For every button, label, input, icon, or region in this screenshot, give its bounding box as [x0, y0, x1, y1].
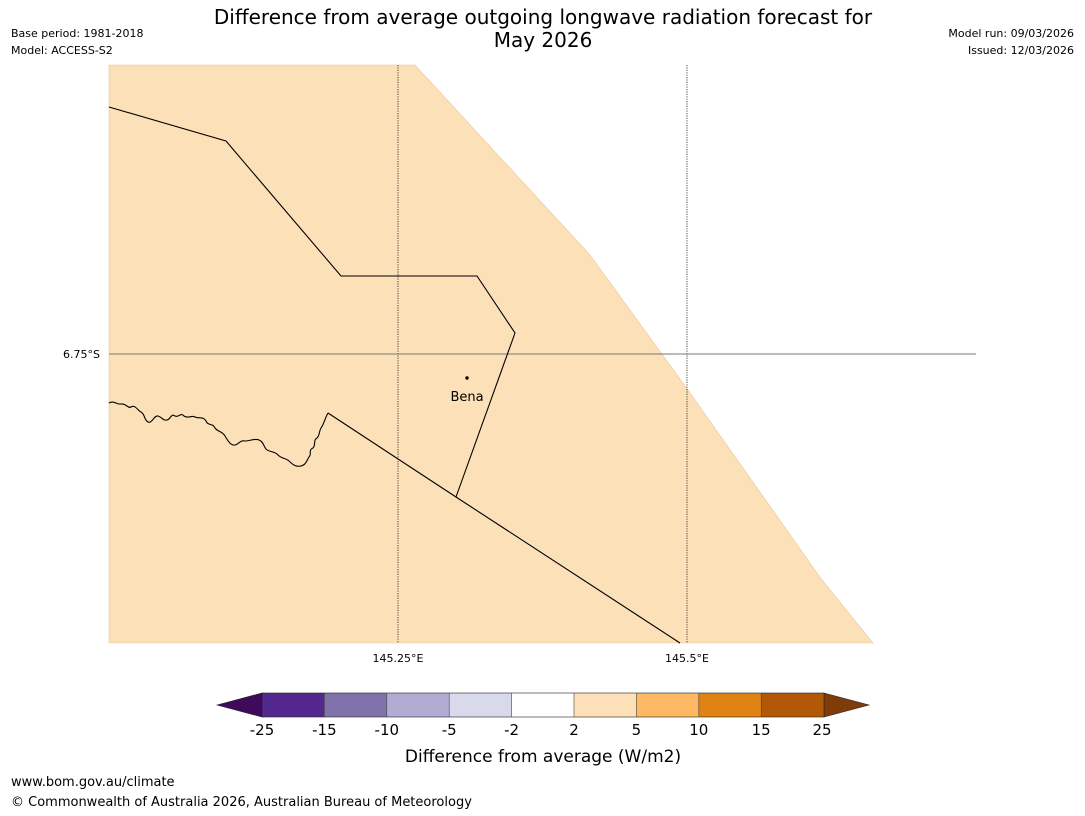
footer-url: www.bom.gov.au/climate: [11, 775, 175, 790]
title-line-1: Difference from average outgoing longwav…: [213, 5, 873, 29]
footer-copyright: © Commonwealth of Australia 2026, Austra…: [11, 795, 472, 810]
colorbar-bin-8: [698, 693, 762, 717]
model-run: Model run: 09/03/2026: [948, 27, 1074, 40]
colorbar-tick-label: 25: [812, 721, 831, 739]
town-marker: [465, 376, 469, 380]
meta-right: Model run: 09/03/2026 Issued: 12/03/2026: [948, 25, 1074, 59]
colorbar-tick-label: 15: [752, 721, 771, 739]
model-name: Model: ACCESS-S2: [11, 44, 113, 57]
colorbar-tick-label: -5: [442, 721, 457, 739]
colorbar-low-extension: [215, 692, 263, 718]
colorbar-bin-1: [262, 693, 325, 717]
colorbar-tick-label: -15: [312, 721, 337, 739]
colorbar-outline: [261, 692, 825, 718]
colorbar-tick-label: -10: [375, 721, 400, 739]
river-line: [108, 401, 329, 467]
colorbar-tick-label: 5: [632, 721, 642, 739]
colorbar-title: Difference from average (W/m2): [405, 747, 681, 767]
colorbar-bin-4: [449, 693, 512, 717]
colorbar-bin-9: [761, 693, 824, 717]
meta-left: Base period: 1981-2018 Model: ACCESS-S2: [11, 25, 143, 59]
colorbar-tick-label: 10: [689, 721, 708, 739]
lat-label: 6.75°S: [63, 348, 100, 361]
issued-date: Issued: 12/03/2026: [967, 44, 1074, 57]
title-line-2: May 2026: [493, 28, 593, 52]
map-figure: Bena 6.75°S 145.25°E 145.5°E: [63, 64, 976, 665]
colorbar-tick-label: -2: [504, 721, 519, 739]
colorbar-bin-7: [636, 693, 699, 717]
boundary-north: [108, 106, 516, 498]
lon-label-145-25: 145.25°E: [373, 652, 424, 665]
boundary-south: [327, 412, 681, 644]
colorbar-high-extension: [823, 692, 871, 718]
place-label-bena: Bena: [450, 390, 483, 405]
colorbar-bin-6: [574, 693, 637, 717]
colorbar-bin-2: [324, 693, 387, 717]
colorbar: -25 -15 -10 -5 -2 2 5 10 15 25 Differenc…: [215, 692, 871, 767]
map-title: Difference from average outgoing longwav…: [193, 6, 893, 52]
colorbar-tick-label: -25: [250, 721, 275, 739]
lon-label-145-5: 145.5°E: [665, 652, 709, 665]
colorbar-bin-3: [386, 693, 450, 717]
base-period: Base period: 1981-2018: [11, 27, 144, 40]
colorbar-bin-5: [511, 693, 574, 717]
colorbar-tick-label: 2: [569, 721, 579, 739]
